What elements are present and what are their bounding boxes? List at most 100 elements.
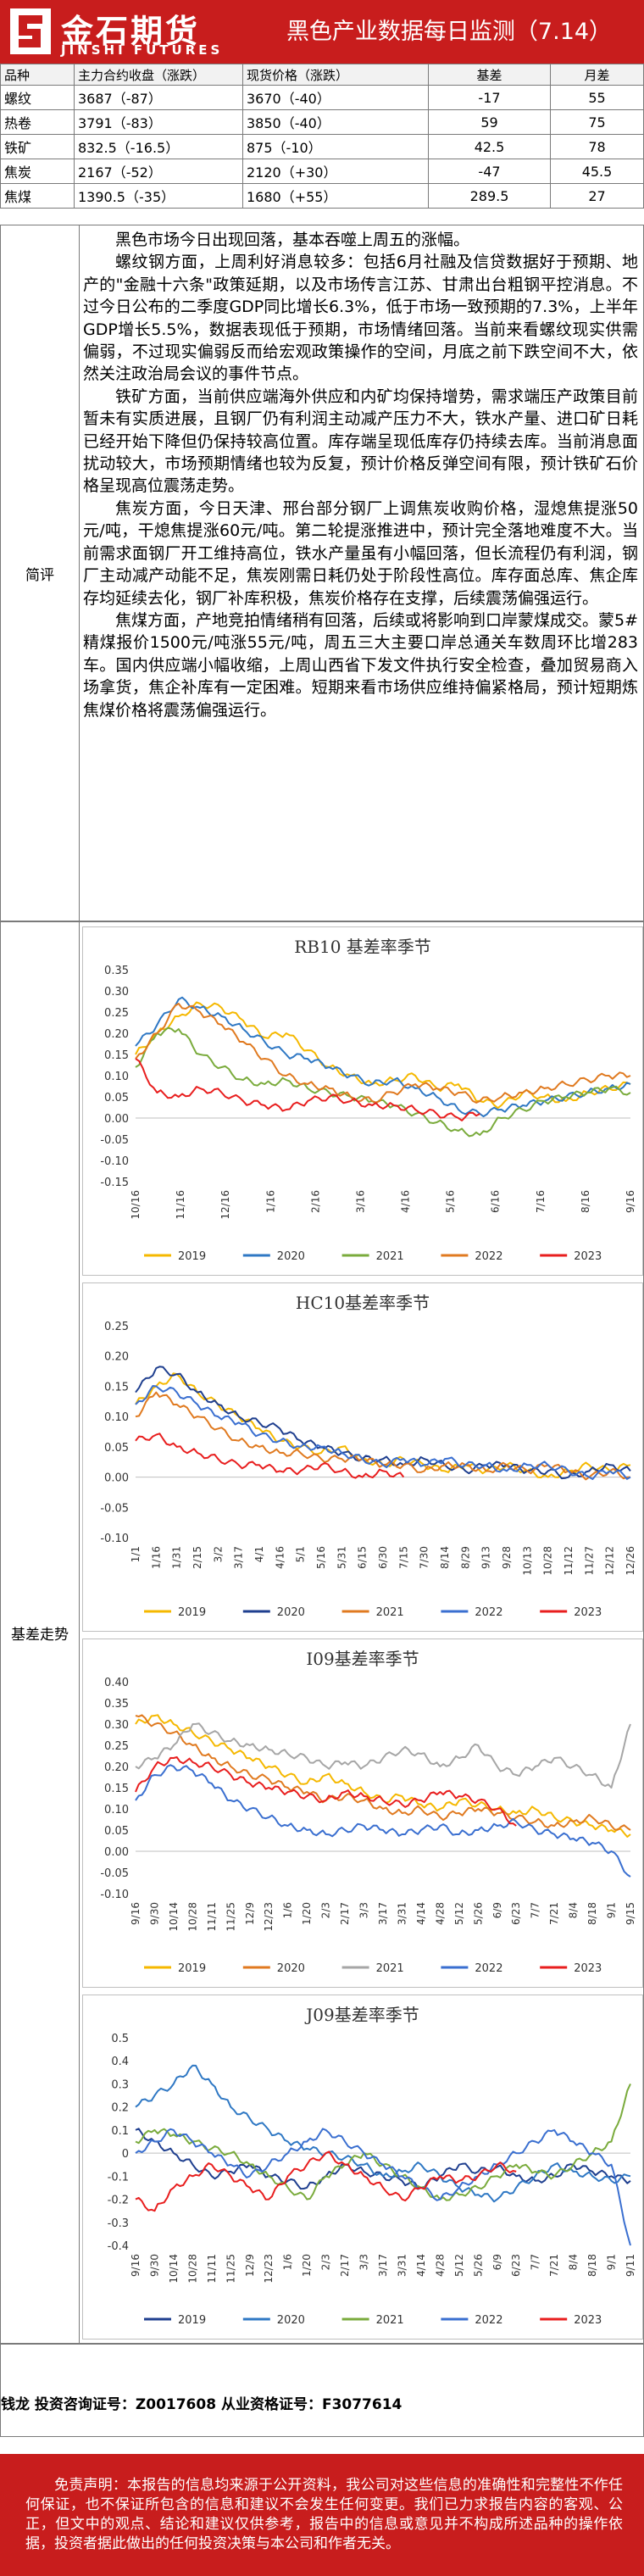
table-cell: 3791（-83）	[74, 109, 243, 135]
table-cell: 55	[550, 85, 644, 110]
x-tick-label: 6/16	[490, 1190, 502, 1213]
legend-label: 2022	[475, 1606, 502, 1619]
y-tick-label: 0.30	[104, 986, 129, 999]
x-tick-label: 11/25	[225, 2254, 236, 2284]
table-cell: 27	[550, 183, 644, 209]
x-tick-label: 10/14	[168, 2254, 180, 2284]
series-line	[135, 1058, 480, 1121]
y-tick-label: 0.25	[104, 1740, 129, 1753]
y-tick-label: 0.25	[104, 1321, 129, 1333]
x-tick-label: 7/15	[397, 1546, 409, 1569]
y-tick-label: 0.15	[104, 1049, 129, 1062]
rb10-chart: RB10 基差率季节 0.35 0.30 0.25 0.20 0.15 0.10 0.05 0.…	[82, 926, 643, 1276]
x-tick-label: 8/4	[568, 2254, 580, 2270]
y-tick-label: 0.40	[104, 1677, 129, 1689]
x-tick-label: 1/16	[264, 1190, 276, 1213]
x-tick-label: 5/12	[453, 2254, 465, 2277]
y-tick-label: -0.05	[100, 1502, 129, 1515]
x-tick-label: 8/18	[586, 2254, 598, 2277]
x-tick-label: 9/16	[625, 1190, 636, 1213]
x-tick-label: 4/14	[415, 2254, 427, 2277]
table-cell: 热卷	[0, 109, 75, 135]
x-tick-label: 8/14	[439, 1546, 451, 1569]
legend-label: 2020	[277, 1606, 305, 1619]
x-tick-label: 11/11	[206, 2254, 218, 2284]
x-tick-label: 10/14	[168, 1902, 180, 1932]
disclaimer-banner: 免责声明：本报告的信息均来源于公开资料，我公司对这些信息的准确性和完整性不作任何…	[0, 2454, 644, 2576]
x-tick-label: 7/7	[530, 1902, 541, 1918]
x-tick-label: 9/16	[130, 1902, 142, 1925]
x-tick-label: 10/16	[130, 1190, 142, 1220]
x-tick-label: 3/3	[358, 1902, 370, 1918]
disclaimer-text: 免责声明：本报告的信息均来源于公开资料，我公司对这些信息的准确性和完整性不作任何…	[25, 2477, 623, 2552]
series-line	[135, 1714, 631, 1831]
chart-title: J09基差率季节	[304, 2005, 419, 2025]
x-tick-label: 9/1	[606, 1902, 618, 1918]
x-tick-label: 5/31	[336, 1546, 347, 1569]
y-tick-label: -0.4	[108, 2240, 129, 2253]
y-tick-label: 0.2	[111, 2102, 129, 2115]
table-cell: -47	[428, 159, 551, 184]
y-tick-label: 0.30	[104, 1719, 129, 1732]
table-header: 月差	[550, 64, 644, 86]
table-cell: 75	[550, 109, 644, 135]
y-tick-label: 0.00	[104, 1113, 129, 1126]
i09-chart: I09基差率季节 0.40 0.35 0.30 0.25 0.20 0.15 0.10 0.05…	[82, 1639, 643, 1988]
commentary-label: 简评	[1, 225, 80, 921]
commentary-paragraph: 黑色市场今日出现回落，基本吞噬上周五的涨幅。	[115, 231, 470, 249]
x-tick-label: 4/14	[415, 1902, 427, 1925]
table-cell: 875（-10）	[242, 134, 429, 159]
y-tick-label: 0.10	[104, 1411, 129, 1424]
y-tick-label: -0.05	[100, 1867, 129, 1880]
brand-name-en: JINSHI FUTURES	[61, 42, 224, 58]
x-tick-label: 11/11	[206, 1902, 218, 1932]
chart-title: I09基差率季节	[306, 1649, 419, 1669]
series-line	[135, 996, 631, 1118]
x-tick-label: 1/31	[171, 1546, 183, 1569]
charts-label: 基差走势	[1, 922, 80, 2343]
table-cell: 59	[428, 109, 551, 135]
price-table: 品种 主力合约收盘（涨跌） 现货价格（涨跌） 基差 月差 螺纹 3687（-87…	[0, 64, 644, 209]
table-cell: 焦煤	[0, 183, 75, 209]
x-tick-label: 12/26	[625, 1546, 636, 1576]
hc10-chart-svg: HC10基差率季节 0.25 0.20 0.15 0.10 0.05 0.00 -0.05 -0…	[100, 1293, 636, 1619]
x-tick-label: 2/16	[309, 1190, 321, 1213]
y-tick-label: 0.10	[104, 1071, 129, 1083]
j09-chart-svg: J09基差率季节 0.5 0.4 0.3 0.2 0.1 0 -0.1 -0.2 -0.3 -0.4…	[108, 2005, 636, 2327]
legend-label: 2023	[574, 2314, 602, 2327]
table-cell: 1390.5（-35）	[74, 183, 243, 209]
x-tick-label: 1/6	[282, 1902, 294, 1918]
table-cell: 3670（-40）	[242, 85, 429, 110]
x-tick-label: 2/3	[320, 2254, 332, 2270]
x-tick-label: 5/16	[315, 1546, 327, 1569]
x-tick-label: 3/17	[377, 1902, 389, 1925]
legend-label: 2020	[277, 2314, 305, 2327]
i09-chart-svg: I09基差率季节 0.40 0.35 0.30 0.25 0.20 0.15 0.10 0.05…	[100, 1649, 636, 1975]
x-tick-label: 8/4	[568, 1902, 580, 1918]
y-tick-label: 0.20	[104, 1351, 129, 1364]
x-tick-label: 3/31	[396, 1902, 408, 1925]
x-tick-label: 3/17	[377, 2254, 389, 2277]
commentary-section: 简评 黑色市场今日出现回落，基本吞噬上周五的涨幅。 螺纹钢方面，上周利好消息较多…	[0, 225, 644, 921]
x-tick-label: 5/12	[453, 1902, 465, 1925]
y-tick-label: 0.35	[104, 1698, 129, 1711]
legend-label: 2022	[475, 2314, 502, 2327]
x-tick-label: 6/9	[491, 2254, 503, 2270]
series-line	[135, 1391, 631, 1481]
x-tick-label: 6/15	[357, 1546, 369, 1569]
series-line	[135, 1003, 631, 1104]
x-tick-label: 2/15	[192, 1546, 203, 1569]
series-line	[135, 2128, 631, 2190]
x-tick-label: 9/13	[480, 1546, 492, 1569]
x-tick-label: 9/15	[625, 1902, 636, 1925]
x-tick-label: 10/28	[186, 1902, 198, 1932]
commentary-body: 黑色市场今日出现回落，基本吞噬上周五的涨幅。 螺纹钢方面，上周利好消息较多：包括…	[83, 229, 638, 721]
x-tick-label: 9/11	[625, 2254, 636, 2277]
series-line	[135, 1385, 631, 1480]
table-cell: 832.5（-16.5）	[74, 134, 243, 159]
series-line	[135, 1001, 631, 1110]
table-header-row: 品种 主力合约收盘（涨跌） 现货价格（涨跌） 基差 月差	[0, 64, 644, 86]
report-header: 金石期货 JINSHI FUTURES 黑色产业数据每日监测（7.14）	[0, 0, 644, 64]
y-tick-label: -0.10	[100, 1155, 129, 1168]
x-tick-label: 4/16	[274, 1546, 286, 1569]
